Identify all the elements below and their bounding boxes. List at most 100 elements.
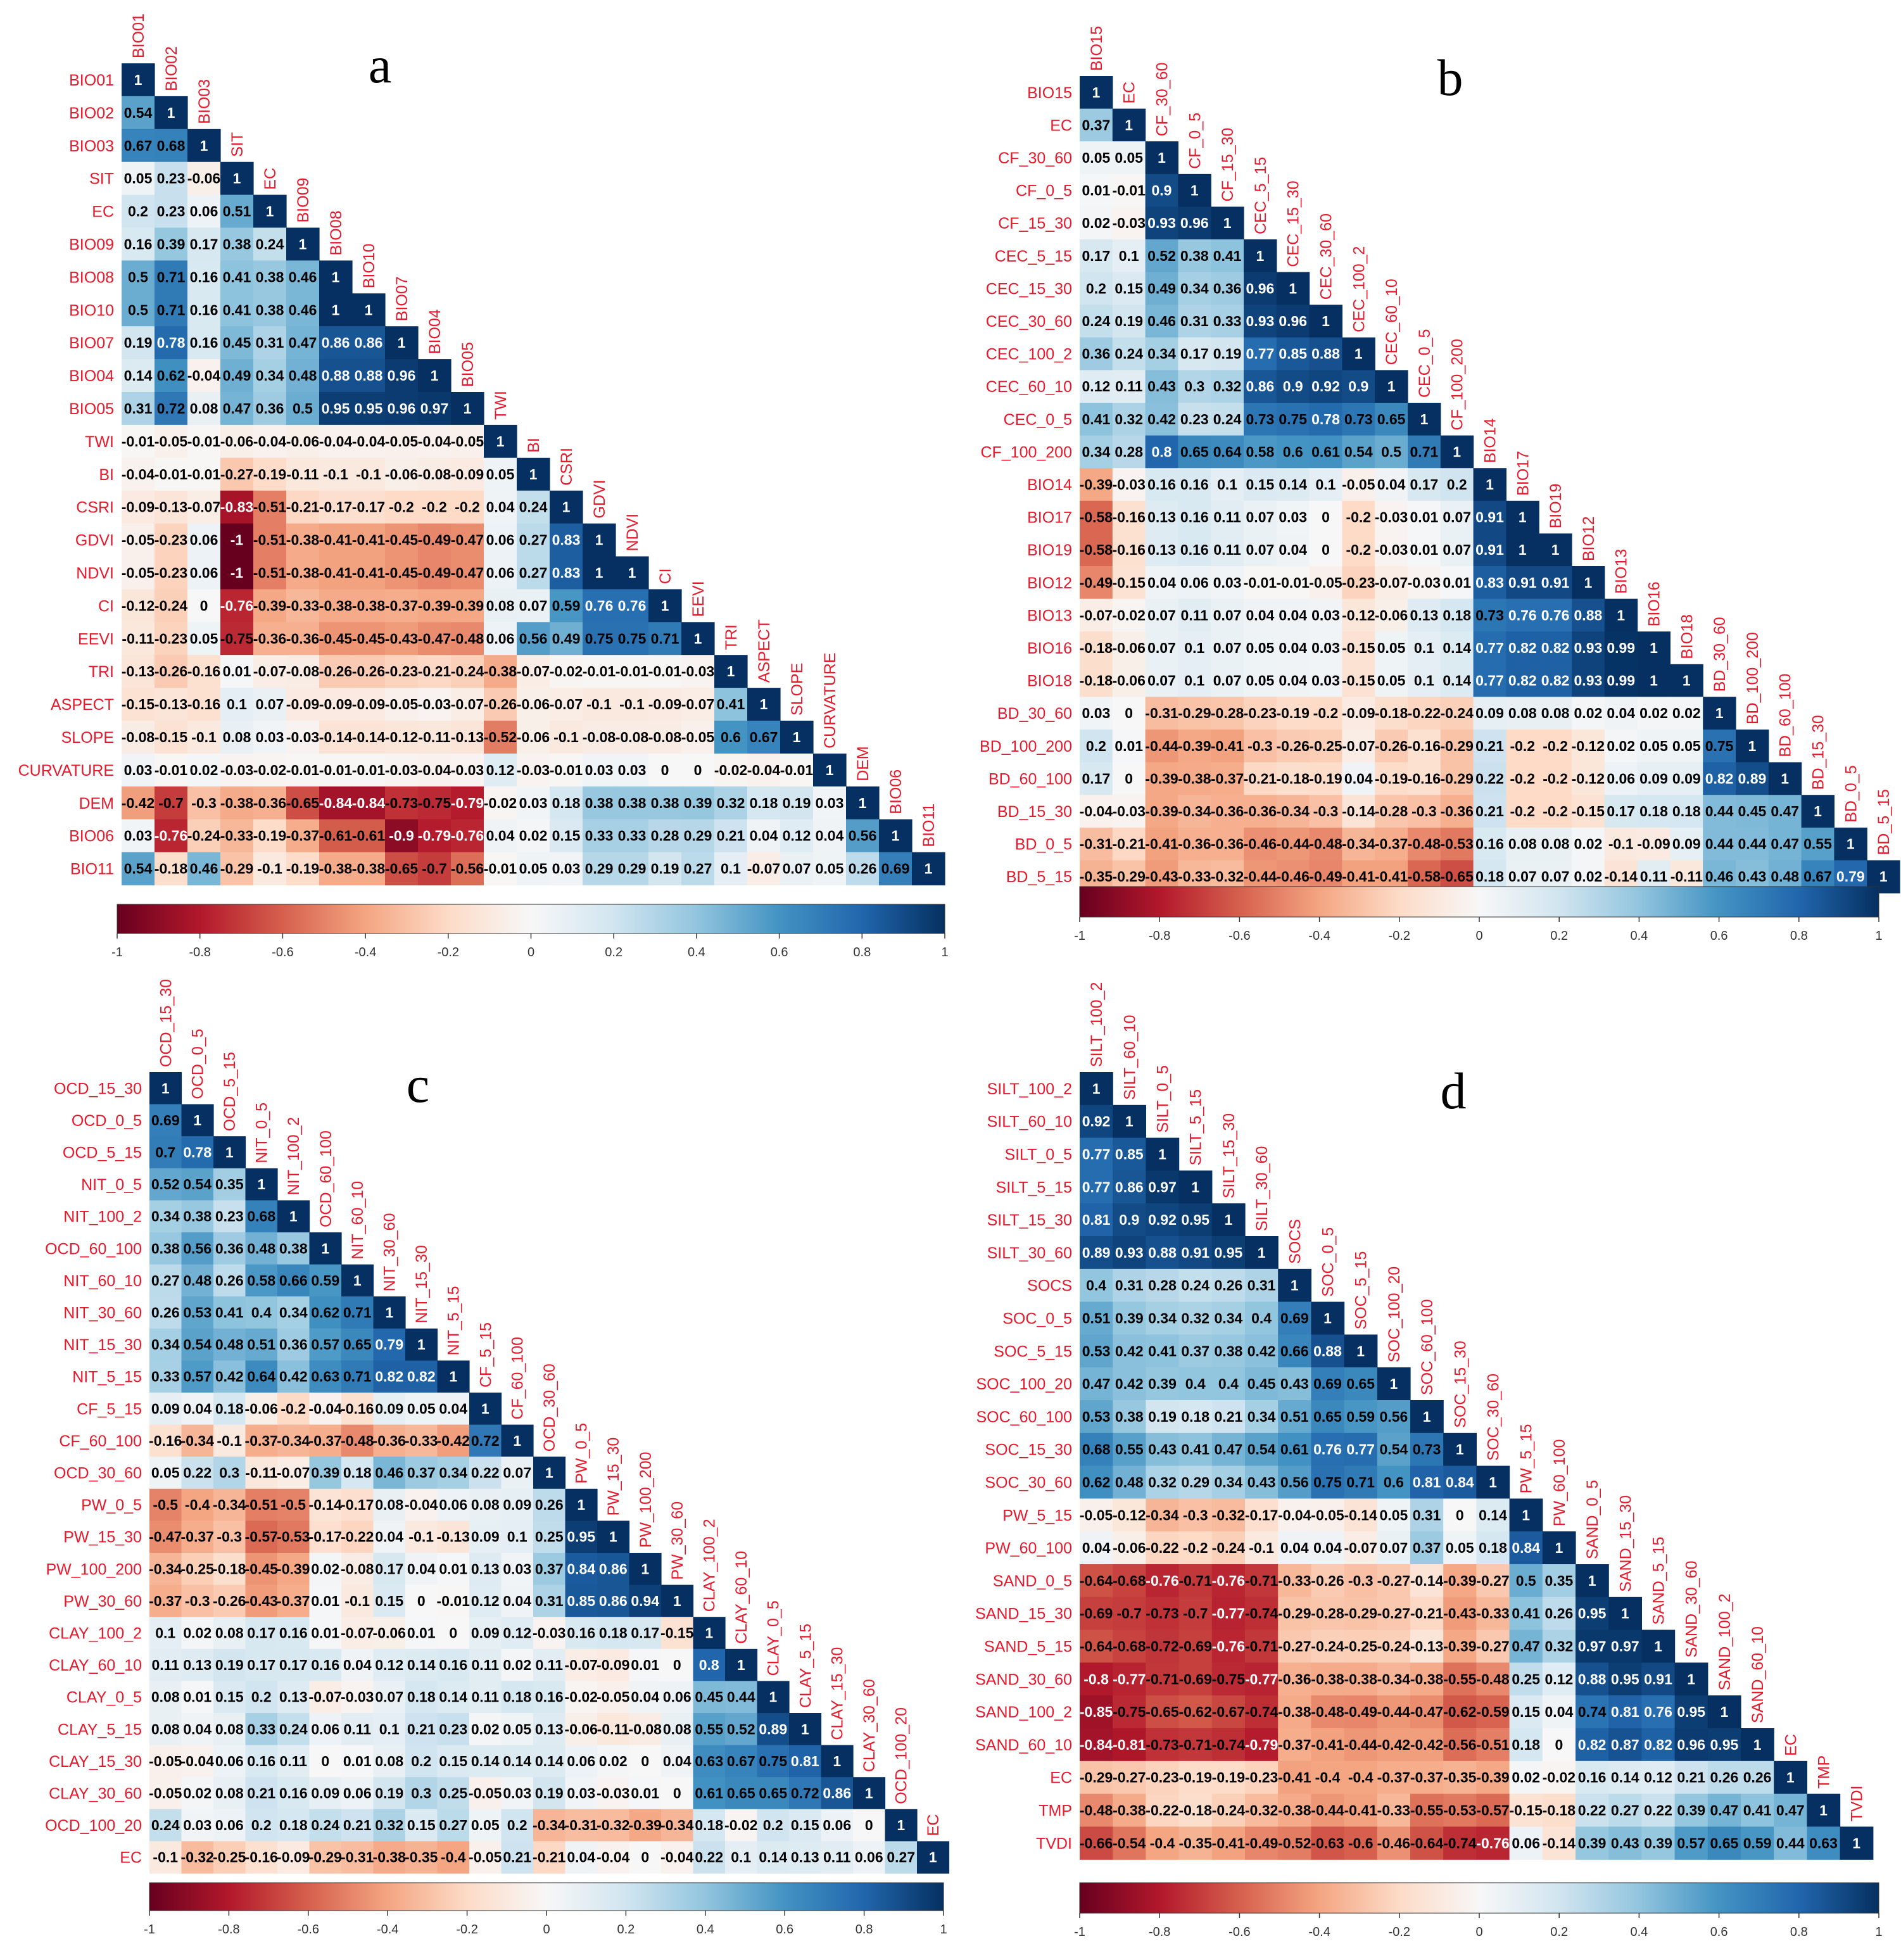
colorbar xyxy=(1079,1882,1879,1914)
colorbar-tick-label: 0.2 xyxy=(1550,1925,1568,1939)
heatmap-cell xyxy=(1080,141,1113,175)
cell-value-label: 0.29 xyxy=(1181,1474,1209,1491)
heatmap-cell xyxy=(253,852,287,886)
cell-value-label: 0.05 xyxy=(519,861,548,877)
row-label: SAND_0_5 xyxy=(993,1572,1072,1590)
cell-value-label: 0.42 xyxy=(279,1369,308,1385)
column-label: BIO01 xyxy=(130,13,148,58)
colorbar-tick-label: -0.2 xyxy=(438,945,459,959)
cell-value-label: -0.38 xyxy=(1178,770,1211,787)
row-label: ASPECT xyxy=(51,696,114,714)
cell-value-label: -0.3 xyxy=(1183,1507,1208,1523)
cell-value-label: -0.28 xyxy=(1311,1605,1344,1622)
cell-value-label: 0.01 xyxy=(183,1689,212,1705)
cell-value-label: 0.09 xyxy=(1639,770,1668,787)
cell-value-label: 0.18 xyxy=(1181,1408,1209,1425)
cell-value-label: -0.44 xyxy=(1276,836,1310,852)
cell-value-label: 0.24 xyxy=(311,1817,339,1833)
heatmap-cell xyxy=(550,786,583,820)
cell-value-label: -0.38 xyxy=(286,532,320,548)
heatmap-cell xyxy=(286,655,320,688)
heatmap-cell xyxy=(1112,272,1146,305)
cell-value-label: 0 xyxy=(641,1849,649,1866)
heatmap-cell xyxy=(846,786,880,820)
cell-value-label: 1 xyxy=(289,1208,298,1225)
cell-value-label: 0.11 xyxy=(823,1849,851,1866)
cell-value-label: 0.88 xyxy=(1574,607,1603,623)
heatmap-cell xyxy=(714,819,748,853)
colorbar-tick-label: 0 xyxy=(543,1923,550,1937)
cell-value-label: -0.06 xyxy=(187,170,220,187)
cell-value-label: 1 xyxy=(1258,1244,1266,1261)
cell-value-label: 1 xyxy=(1125,117,1133,133)
cell-value-label: 0.59 xyxy=(1346,1408,1375,1425)
cell-value-label: 0.93 xyxy=(1115,1244,1144,1261)
cell-value-label: 0.07 xyxy=(1443,509,1471,526)
heatmap-cell xyxy=(681,688,715,721)
heatmap-cell xyxy=(517,688,550,721)
row-label: CF_60_100 xyxy=(59,1432,142,1450)
cell-value-label: -0.04 xyxy=(122,466,155,483)
cell-value-label: -0.69 xyxy=(1178,1638,1211,1655)
heatmap-cell xyxy=(155,194,188,229)
cell-value-label: -0.47 xyxy=(451,564,484,581)
cell-value-label: 0.41 xyxy=(1181,1441,1209,1458)
cell-value-label: 0.65 xyxy=(1313,1408,1342,1425)
cell-value-label: 0.2 xyxy=(1086,738,1106,754)
cell-value-label: -0.15 xyxy=(155,729,188,745)
cell-value-label: 0.58 xyxy=(247,1272,275,1289)
cell-value-label: 1 xyxy=(833,1753,841,1769)
heatmap-cell xyxy=(1080,174,1113,207)
cell-value-label: 0.07 xyxy=(1147,673,1176,689)
row-label: BIO18 xyxy=(1027,673,1072,690)
cell-value-label: -0.12 xyxy=(1572,738,1605,754)
heatmap-cell xyxy=(780,753,814,787)
cell-value-label: -0.04 xyxy=(405,1496,438,1513)
cell-value-label: 0.48 xyxy=(1115,1474,1144,1491)
cell-value-label: 0 xyxy=(200,597,208,614)
cell-value-label: -0.13 xyxy=(122,663,155,680)
cell-value-label: -0.45 xyxy=(352,630,386,647)
heatmap-cell xyxy=(648,622,682,655)
cell-value-label: 0.11 xyxy=(344,1721,372,1737)
cell-value-label: -0.13 xyxy=(155,696,187,712)
cell-value-label: 0.15 xyxy=(1512,1704,1540,1720)
cell-value-label: -0.65 xyxy=(1440,868,1474,885)
heatmap-cell xyxy=(122,622,155,655)
colorbar xyxy=(117,904,945,934)
cell-value-label: -0.1 xyxy=(408,1529,434,1545)
heatmap-cell xyxy=(747,721,781,754)
heatmap-cell xyxy=(681,655,715,688)
cell-value-label: 0.08 xyxy=(375,1496,403,1513)
cell-value-label: 0.83 xyxy=(552,532,581,548)
colorbar-tick-label: -1 xyxy=(1074,929,1085,943)
cell-value-label: 0.21 xyxy=(503,1849,531,1866)
heatmap-cell xyxy=(187,424,221,458)
cell-value-label: 0.09 xyxy=(471,1625,500,1641)
row-label: CEC_100_2 xyxy=(986,346,1072,364)
cell-value-label: 0.09 xyxy=(151,1400,180,1417)
cell-value-label: 1 xyxy=(1847,836,1855,852)
heatmap-cell xyxy=(220,194,254,229)
colorbar-tick-label: 0.8 xyxy=(856,1923,873,1937)
cell-value-label: -0.02 xyxy=(714,762,747,778)
cell-value-label: -0.07 xyxy=(517,663,550,680)
cell-value-label: -0.4 xyxy=(1150,1835,1175,1851)
cell-value-label: -0.16 xyxy=(341,1400,374,1417)
cell-value-label: -0.17 xyxy=(341,1496,374,1513)
cell-value-label: 0.04 xyxy=(1246,607,1275,623)
cell-value-label: 0.14 xyxy=(407,1657,436,1673)
cell-value-label: 0.8 xyxy=(1152,443,1172,460)
cell-value-label: -0.27 xyxy=(1377,1572,1410,1589)
column-label: BIO02 xyxy=(163,46,180,91)
heatmap-cell xyxy=(155,392,188,426)
column-label: NIT_15_30 xyxy=(413,1245,431,1324)
cell-value-label: 0.76 xyxy=(1644,1704,1672,1720)
cell-value-label: -0.45 xyxy=(385,532,419,548)
panel-title: b xyxy=(1437,49,1463,106)
cell-value-label: -0.06 xyxy=(220,433,253,450)
cell-value-label: 0.23 xyxy=(157,170,186,187)
colorbar-tick-label: -0.2 xyxy=(1389,1925,1410,1939)
cell-value-label: 0.31 xyxy=(124,400,153,417)
cell-value-label: 0.39 xyxy=(1148,1375,1177,1392)
